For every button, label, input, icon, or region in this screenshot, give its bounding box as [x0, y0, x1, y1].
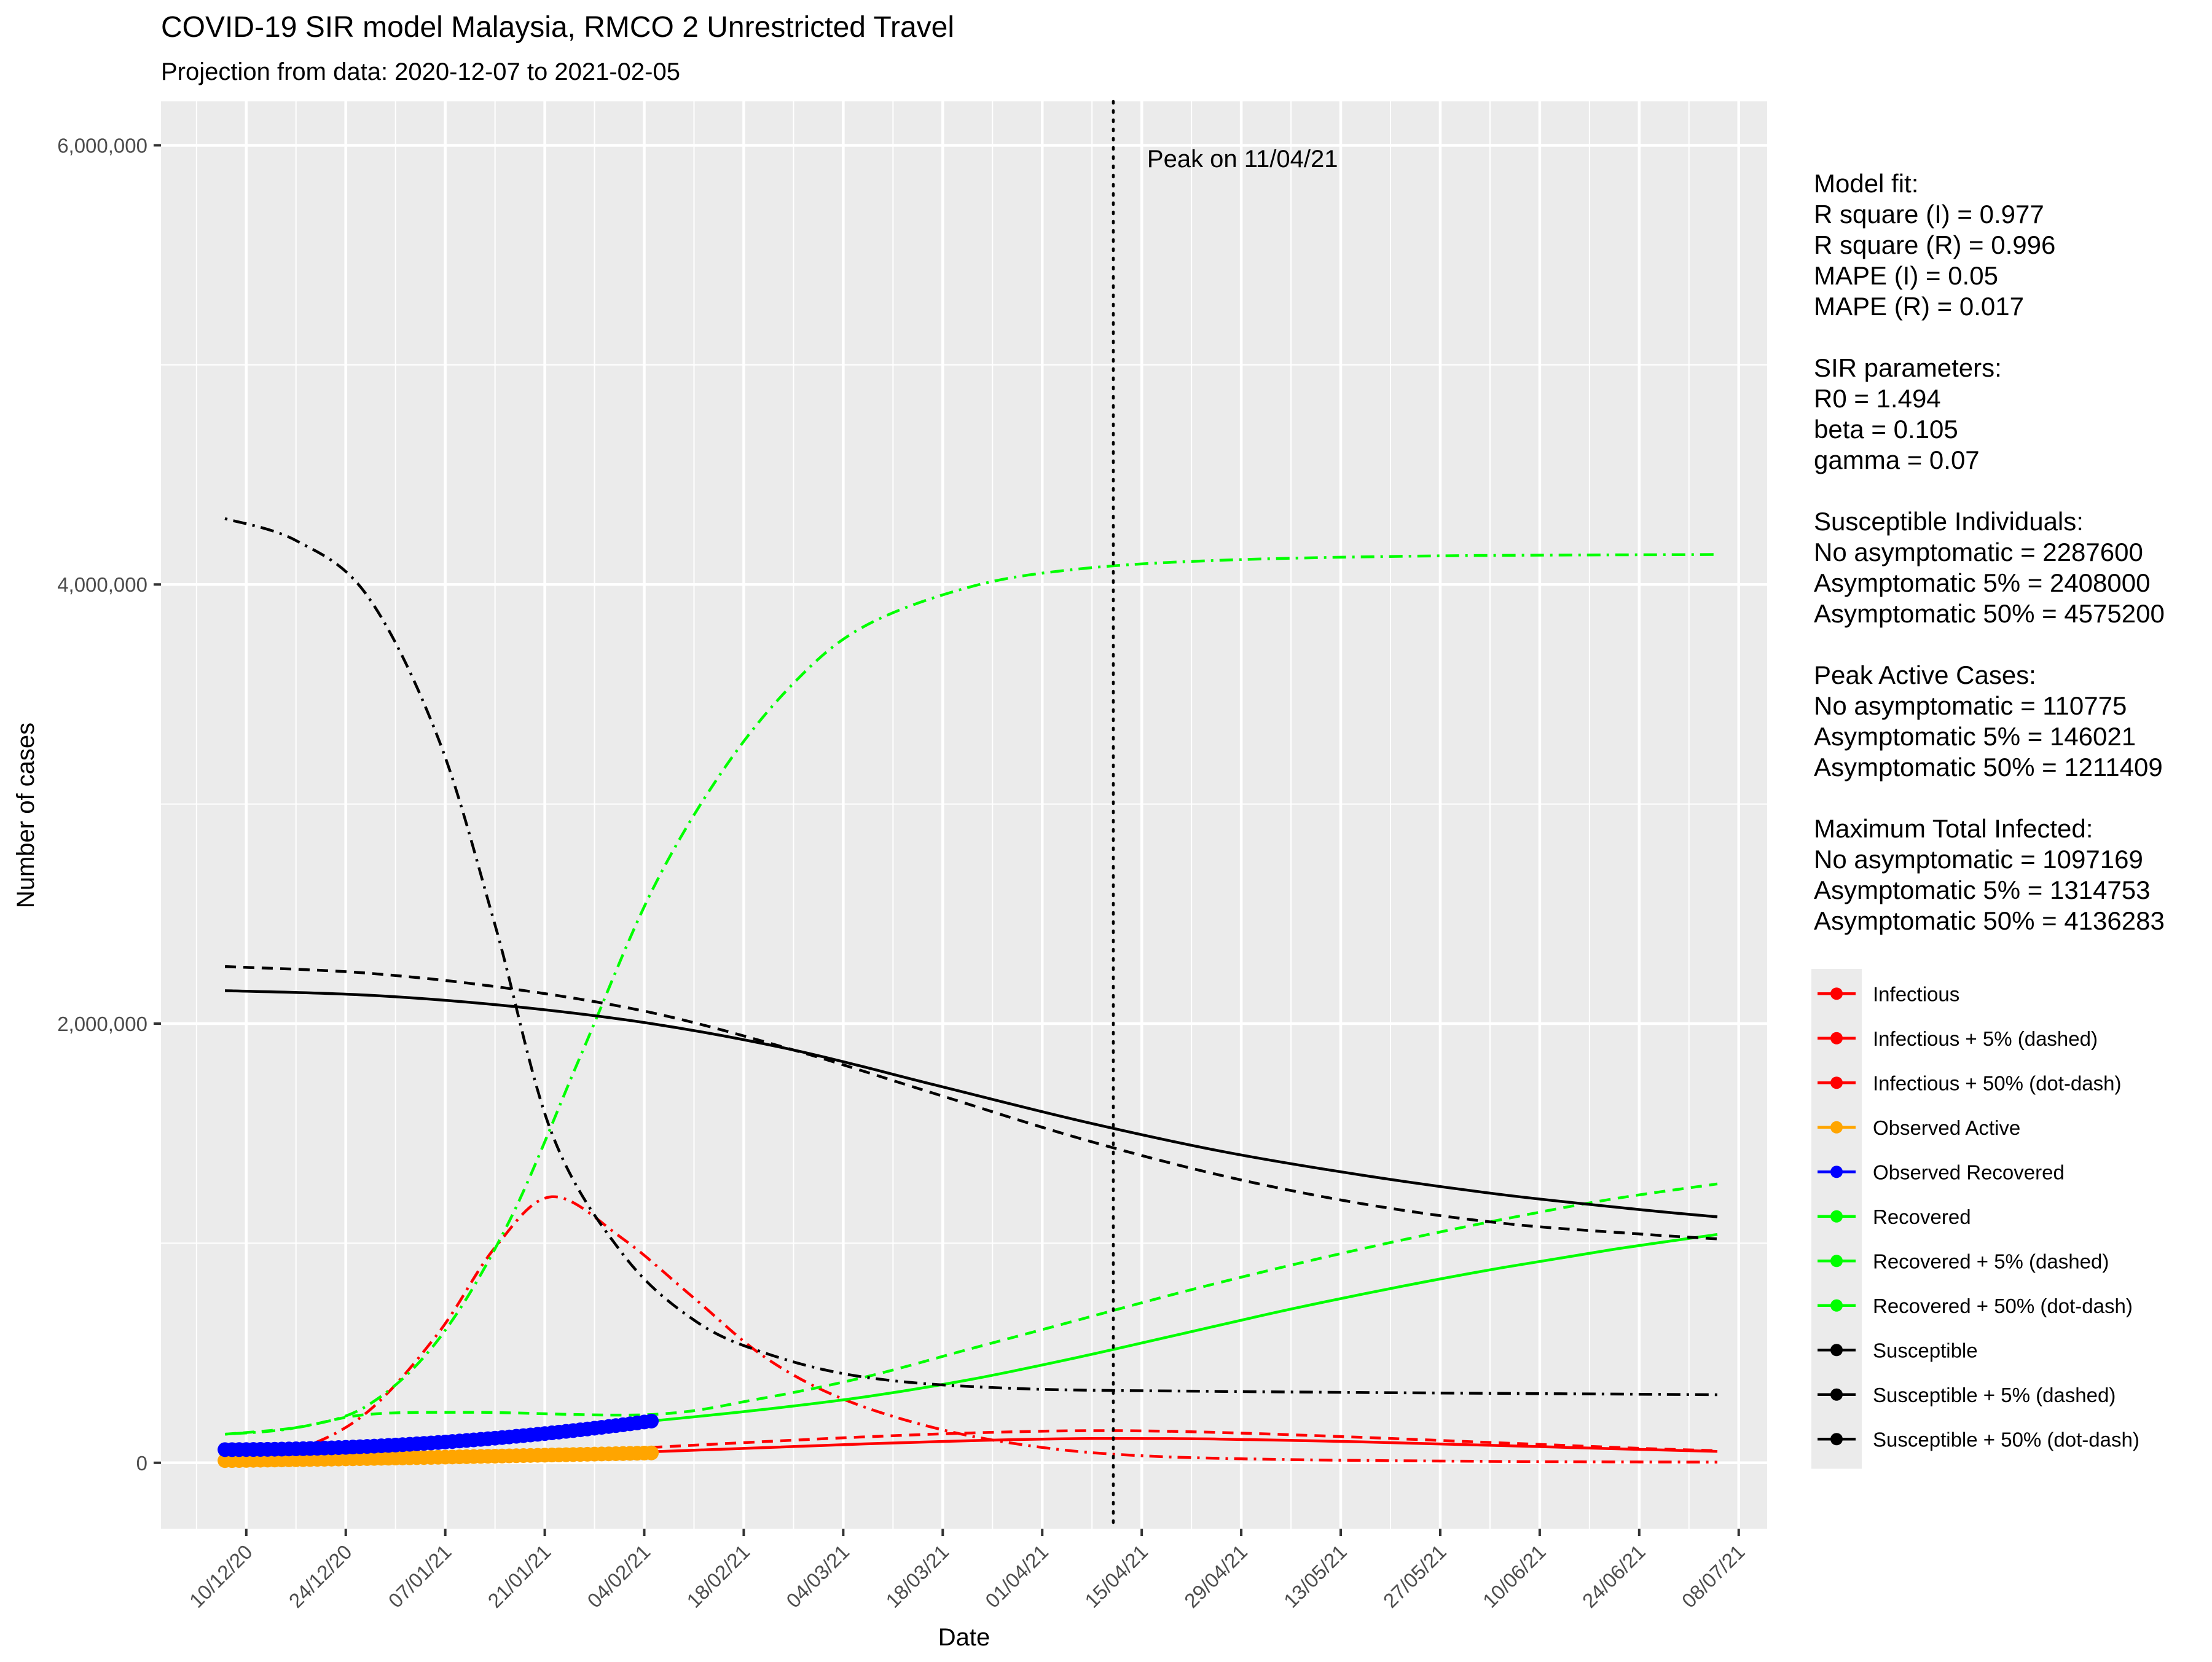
annotation-line: R square (I) = 0.977 [1814, 200, 2044, 229]
legend-key-point [1830, 1433, 1843, 1446]
annotation-line: Asymptomatic 50% = 1211409 [1814, 753, 2163, 782]
series-line [224, 965, 1718, 1241]
plot-panel [161, 101, 1767, 1529]
legend-label: Infectious + 50% (dot-dash) [1873, 1072, 2121, 1094]
x-tick-label: 21/01/21 [484, 1540, 555, 1612]
legend-key-point [1830, 1388, 1843, 1401]
series-line [651, 1429, 1718, 1452]
legend-label: Observed Active [1873, 1116, 2020, 1139]
legend-label: Recovered + 50% (dot-dash) [1873, 1295, 2133, 1317]
series-line [224, 1195, 1718, 1464]
model-lines [224, 517, 1718, 1464]
legend-label: Susceptible + 50% (dot-dash) [1873, 1428, 2139, 1451]
series-line [651, 1437, 1718, 1454]
series-line [224, 553, 1718, 1436]
annotation-line: Asymptomatic 50% = 4575200 [1814, 599, 2165, 628]
legend-label: Infectious + 5% (dashed) [1873, 1027, 2098, 1050]
legend-key-point [1830, 1210, 1843, 1223]
legend-label: Susceptible + 5% (dashed) [1873, 1384, 2116, 1406]
legend-key-point [1830, 987, 1843, 1000]
x-tick-label: 10/06/21 [1478, 1540, 1550, 1612]
x-tick-label: 04/03/21 [782, 1540, 853, 1612]
legend-key-point [1830, 1076, 1843, 1089]
annotation-line: No asymptomatic = 2287600 [1814, 538, 2143, 566]
x-tick-label: 18/03/21 [881, 1540, 953, 1612]
legend-label: Observed Recovered [1873, 1161, 2065, 1183]
annotation-line: Asymptomatic 5% = 1314753 [1814, 876, 2150, 904]
titles: COVID-19 SIR model Malaysia, RMCO 2 Unre… [12, 11, 990, 1651]
x-tick-label: 13/05/21 [1279, 1540, 1351, 1612]
annotation-line: MAPE (I) = 0.05 [1814, 261, 1998, 290]
grid-lines [161, 101, 1767, 1529]
annotation-line: SIR parameters: [1814, 353, 2002, 382]
x-tick-label: 04/02/21 [582, 1540, 654, 1612]
annotation-line: Susceptible Individuals: [1814, 507, 2084, 536]
legend-key-point [1830, 1166, 1843, 1178]
chart-subtitle: Projection from data: 2020-12-07 to 2021… [161, 58, 680, 85]
series-line [224, 1182, 1718, 1436]
annotation-line: Peak Active Cases: [1814, 660, 2036, 689]
legend-label: Susceptible [1873, 1339, 1978, 1362]
x-axis-label: Date [938, 1624, 990, 1651]
annotation-line: gamma = 0.07 [1814, 445, 1980, 474]
x-tick-label: 10/12/20 [185, 1540, 257, 1612]
chart-title: COVID-19 SIR model Malaysia, RMCO 2 Unre… [161, 11, 954, 44]
legend: Infectious Infectious + 5% (dashed) Infect… [1811, 969, 2139, 1469]
peak-marker: Peak on 11/04/21 [1112, 100, 1338, 1531]
legend-label: Recovered [1873, 1205, 1971, 1228]
annotation-line: No asymptomatic = 110775 [1814, 691, 2127, 720]
series-line [225, 989, 1718, 1218]
x-tick-label: 01/04/21 [981, 1540, 1053, 1612]
x-tick-label: 29/04/21 [1180, 1540, 1252, 1612]
x-tick-label: 07/01/21 [384, 1540, 456, 1612]
x-tick-label: 24/12/20 [284, 1540, 356, 1612]
annotation-line: Asymptomatic 50% = 4136283 [1814, 906, 2165, 935]
y-tick-label: 4,000,000 [57, 573, 147, 596]
x-tick-label: 18/02/21 [682, 1540, 754, 1612]
annotation-line: R square (R) = 0.996 [1814, 230, 2055, 259]
annotation-line: Maximum Total Infected: [1814, 814, 2093, 843]
series-line [651, 1233, 1718, 1423]
legend-key-point [1830, 1255, 1843, 1268]
annotation-line: beta = 0.105 [1814, 415, 1958, 444]
annotation-line: R0 = 1.494 [1814, 384, 1941, 413]
legend-key-point [1830, 1032, 1843, 1045]
x-tick-label: 08/07/21 [1677, 1540, 1749, 1612]
observed-point [644, 1445, 659, 1460]
x-tick-label: 27/05/21 [1379, 1540, 1451, 1612]
legend-key-point [1830, 1121, 1843, 1134]
annotation-line: No asymptomatic = 1097169 [1814, 845, 2143, 874]
y-tick-label: 2,000,000 [57, 1013, 147, 1035]
legend-key-point [1830, 1344, 1843, 1357]
legend-key-point [1830, 1299, 1843, 1312]
legend-label: Recovered + 5% (dashed) [1873, 1250, 2109, 1272]
y-axis-label: Number of cases [12, 723, 39, 908]
peak-label: Peak on 11/04/21 [1147, 146, 1338, 173]
observed-point [644, 1413, 659, 1429]
legend-label: Infectious [1873, 982, 1959, 1005]
x-tick-label: 15/04/21 [1080, 1540, 1152, 1612]
y-tick-label: 0 [136, 1452, 147, 1475]
annotation-line: MAPE (R) = 0.017 [1814, 292, 2024, 321]
annotation-line: Asymptomatic 5% = 146021 [1814, 722, 2136, 751]
plot-background [161, 101, 1767, 1529]
y-tick-label: 6,000,000 [57, 134, 147, 157]
annotation-line: Asymptomatic 5% = 2408000 [1814, 568, 2150, 597]
annotation-line: Model fit: [1814, 169, 1918, 198]
x-tick-label: 24/06/21 [1578, 1540, 1650, 1612]
observed-points [218, 1413, 659, 1468]
